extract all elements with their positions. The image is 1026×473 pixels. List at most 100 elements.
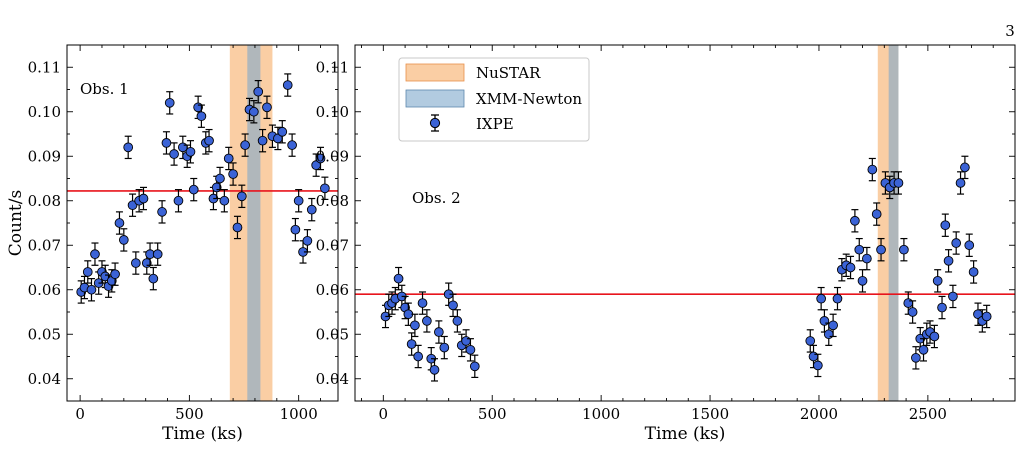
data-point	[390, 286, 401, 311]
data-point	[893, 171, 904, 195]
data-point	[417, 291, 428, 315]
plot-area	[355, 45, 1015, 401]
data-point	[413, 344, 424, 369]
data-point	[867, 157, 878, 182]
data-point	[932, 269, 943, 293]
page-number: 3	[1005, 22, 1015, 40]
data-point	[968, 260, 979, 284]
data-point	[277, 120, 288, 144]
data-point	[857, 269, 868, 293]
data-point	[918, 338, 929, 362]
legend: NuSTAR XMM-Newton IXPE	[398, 57, 590, 142]
data-point	[185, 140, 196, 164]
data-point	[429, 358, 440, 382]
data-point	[152, 242, 163, 266]
x-tick-label: 0	[75, 405, 85, 423]
data-point	[465, 338, 476, 362]
data-point	[236, 184, 247, 209]
panel-obs-2: 0.04 0.05 0.06 0.07 0.08 0.09 0.10 0.11 0 500 1000…	[316, 44, 1016, 444]
data-point	[960, 155, 970, 180]
data-point	[955, 171, 966, 195]
data-point	[127, 193, 138, 217]
xmm-newton-band	[888, 45, 899, 401]
data-point	[393, 266, 404, 291]
data-point	[82, 260, 93, 284]
data-point	[298, 240, 308, 264]
data-point	[943, 249, 954, 273]
x-tick-label: 2000	[800, 405, 838, 423]
panel-label: Obs. 1	[80, 80, 129, 98]
data-point	[951, 231, 962, 255]
data-point	[819, 309, 830, 333]
y-tick-label: 0.08	[28, 192, 61, 210]
y-tick-label: 0.09	[28, 147, 61, 165]
data-point	[876, 237, 886, 262]
axes-frame	[66, 44, 339, 402]
x-tick-label: 500	[175, 405, 204, 423]
panel-obs-1: 0.04 0.05 0.06 0.07 0.08 0.09 0.10 0.11 0 500 1000…	[6, 44, 339, 444]
data-point	[257, 128, 268, 153]
data-point	[434, 320, 444, 344]
data-point	[315, 146, 326, 171]
x-tick-label: 0	[379, 405, 389, 423]
legend-swatch-xmm	[405, 89, 465, 108]
y-tick-label: 0.06	[28, 281, 61, 299]
y-tick-label: 0.11	[28, 58, 61, 76]
data-point	[850, 209, 860, 233]
data-point	[145, 242, 155, 266]
data-point	[813, 353, 823, 378]
data-point	[410, 313, 420, 338]
data-point	[937, 295, 947, 320]
data-point	[907, 300, 918, 324]
legend-marker-ixpe	[429, 114, 441, 132]
y-tick-label: 0.10	[316, 103, 349, 121]
data-point	[940, 213, 951, 237]
data-point	[90, 242, 100, 266]
data-point	[929, 324, 940, 349]
data-point	[253, 79, 264, 104]
x-tick-label: 1500	[691, 405, 729, 423]
data-point	[273, 126, 283, 151]
data-point	[403, 302, 414, 326]
data-point	[86, 278, 97, 302]
data-point	[157, 200, 167, 224]
data-point	[871, 202, 882, 226]
data-point	[228, 162, 238, 186]
data-point	[845, 255, 856, 280]
data-point	[828, 313, 838, 338]
data-point	[114, 211, 125, 235]
data-point	[911, 346, 921, 370]
data-point	[964, 233, 975, 257]
data-point	[452, 309, 463, 333]
data-point	[196, 104, 207, 128]
data-point	[422, 309, 432, 333]
x-tick-label: 2500	[909, 405, 947, 423]
data-point	[219, 189, 230, 213]
data-point	[148, 266, 159, 291]
data-point	[164, 91, 175, 115]
data-point	[981, 304, 992, 329]
y-axis-label: Count/s	[6, 190, 26, 256]
x-tick-label: 500	[478, 405, 507, 423]
data-point	[854, 237, 865, 262]
y-tick-label: 0.06	[316, 281, 349, 299]
data-point	[287, 133, 297, 157]
x-tick-label: 1000	[582, 405, 620, 423]
data-point	[262, 95, 272, 120]
data-point	[948, 284, 958, 309]
data-point	[805, 329, 816, 353]
x-axis-label: Time (ks)	[162, 424, 243, 444]
y-tick-label: 0.09	[316, 147, 349, 165]
data-point	[282, 73, 293, 97]
data-point	[249, 100, 259, 124]
data-point	[443, 282, 454, 306]
data-point	[169, 142, 179, 166]
data-point	[816, 286, 826, 311]
data-point	[232, 215, 243, 240]
data-point	[110, 262, 120, 286]
y-tick-label: 0.05	[316, 325, 349, 343]
plot-area	[67, 45, 338, 401]
data-point	[161, 131, 172, 155]
y-tick-label: 0.07	[28, 236, 61, 254]
